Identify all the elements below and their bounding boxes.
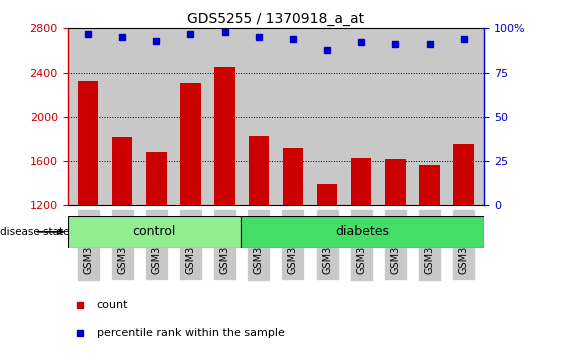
Bar — [215, 67, 235, 205]
Bar — [78, 81, 99, 205]
Bar — [317, 184, 337, 205]
Bar — [112, 137, 132, 205]
Bar — [180, 82, 201, 205]
Bar — [283, 148, 303, 205]
Bar — [248, 136, 269, 205]
Text: disease state: disease state — [0, 227, 69, 237]
Bar — [68, 216, 241, 248]
Text: count: count — [97, 299, 128, 310]
Bar — [419, 165, 440, 205]
Bar — [385, 159, 405, 205]
Text: control: control — [133, 225, 176, 238]
Bar — [241, 216, 484, 248]
Text: diabetes: diabetes — [336, 225, 390, 238]
Bar — [453, 144, 474, 205]
Bar — [146, 152, 167, 205]
Text: percentile rank within the sample: percentile rank within the sample — [97, 327, 285, 338]
Title: GDS5255 / 1370918_a_at: GDS5255 / 1370918_a_at — [187, 12, 364, 26]
Bar — [351, 158, 372, 205]
